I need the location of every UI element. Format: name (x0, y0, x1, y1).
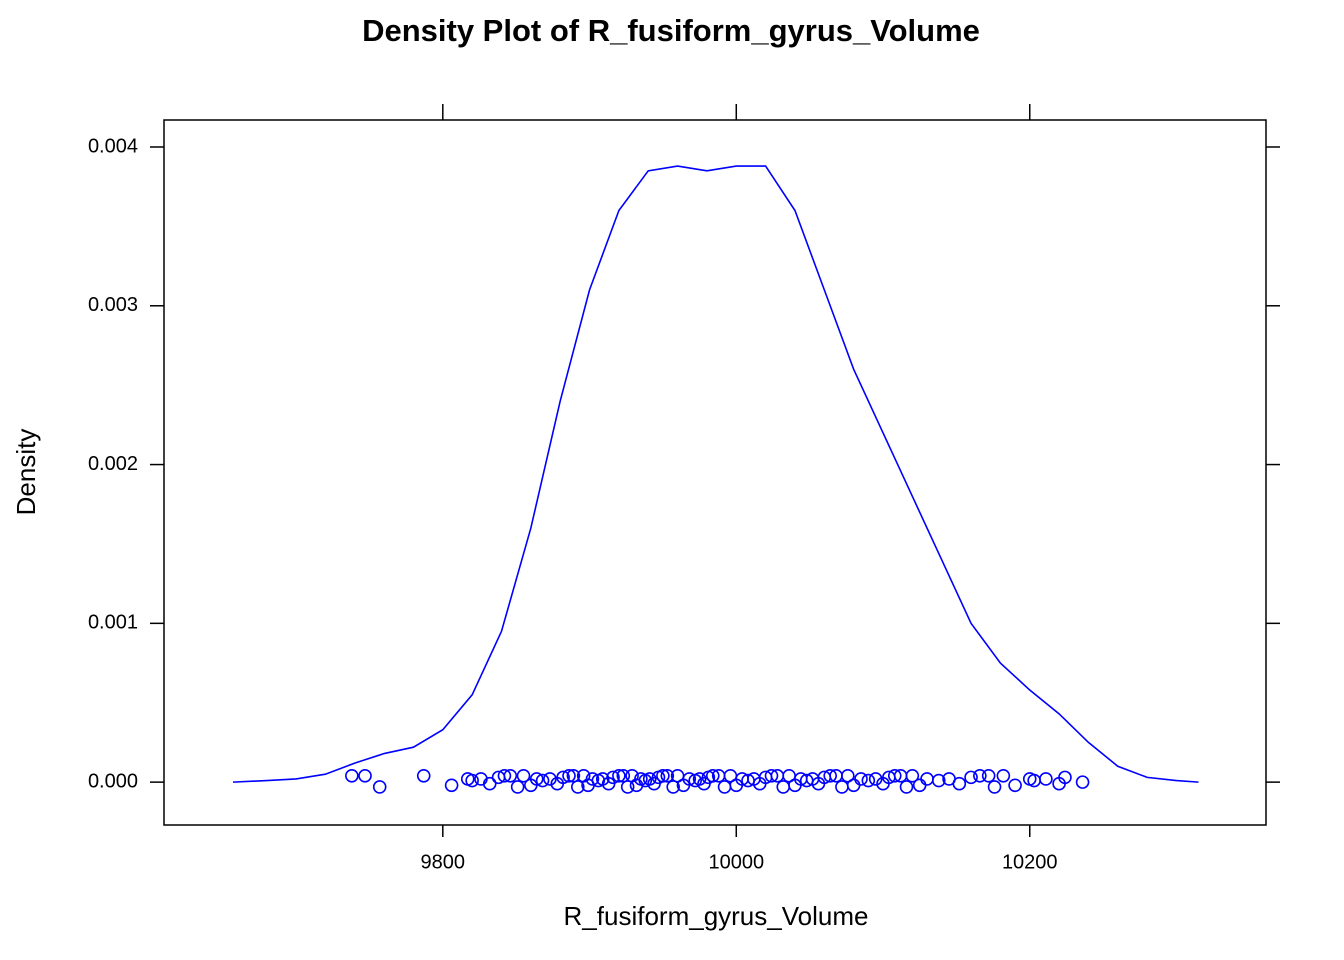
data-point (931, 773, 946, 788)
data-point (372, 780, 387, 794)
data-point (692, 772, 707, 786)
data-point (516, 768, 531, 783)
data-point (846, 778, 861, 793)
data-point (535, 773, 550, 788)
data-point (465, 773, 479, 788)
y-axis-label: Density (11, 429, 41, 516)
data-point (854, 772, 868, 786)
data-point (1027, 773, 1041, 788)
data-point (482, 776, 497, 791)
data-point (543, 772, 557, 786)
data-point (562, 768, 576, 783)
data-point (840, 768, 855, 783)
data-point (612, 768, 626, 783)
data-point (905, 768, 920, 783)
data-point (656, 768, 670, 783)
data-point (973, 768, 987, 783)
data-point (996, 768, 1011, 783)
data-point (920, 772, 934, 786)
data-point (606, 770, 620, 785)
data-point (497, 768, 512, 783)
data-point (682, 772, 697, 786)
data-point (571, 780, 585, 794)
x-tick-label: 10000 (708, 851, 764, 873)
y-tick-label: 0.003 (88, 294, 138, 316)
data-point (823, 768, 837, 783)
data-point (912, 778, 927, 793)
y-tick-label: 0.000 (88, 770, 138, 792)
x-tick-label: 10200 (1002, 851, 1058, 873)
data-point (861, 773, 876, 788)
data-point (835, 780, 849, 794)
y-tick-label: 0.001 (88, 612, 138, 634)
data-point (358, 768, 372, 783)
data-point (642, 772, 657, 786)
data-point (705, 768, 720, 783)
data-point (981, 768, 996, 783)
data-point (503, 768, 518, 783)
data-point (717, 780, 732, 794)
data-point (964, 770, 978, 785)
data-point (952, 776, 967, 791)
data-point (764, 768, 779, 783)
data-point (1075, 775, 1090, 789)
data-point (345, 768, 359, 783)
data-point (510, 780, 525, 794)
data-point (660, 768, 675, 783)
data-point (416, 768, 431, 783)
chart-title: Density Plot of R_fusiform_gyrus_Volume (362, 13, 980, 48)
y-tick-label: 0.004 (88, 135, 138, 157)
data-point (868, 772, 883, 786)
data-point (776, 780, 791, 794)
x-tick-label: 9800 (421, 851, 466, 873)
data-point (1058, 770, 1072, 785)
plot-frame (163, 119, 1267, 826)
density-line (232, 165, 1199, 783)
data-point (585, 772, 600, 786)
y-tick-label: 0.002 (88, 453, 138, 475)
data-point (887, 768, 902, 783)
data-point (444, 778, 459, 793)
data-point (556, 770, 570, 785)
data-point (1039, 772, 1053, 786)
data-point (899, 780, 914, 794)
data-point (529, 772, 544, 786)
data-point (987, 780, 1002, 794)
data-point (1008, 778, 1022, 793)
x-axis-label: R_fusiform_gyrus_Volume (564, 901, 869, 931)
